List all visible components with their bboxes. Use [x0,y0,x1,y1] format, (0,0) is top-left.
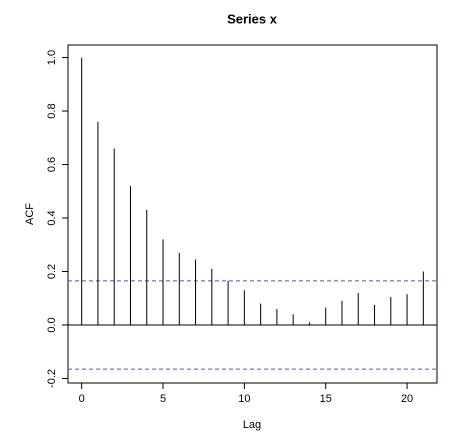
x-tick-label: 10 [238,393,250,405]
x-axis-label: Lag [243,419,261,431]
x-tick-label: 15 [320,393,332,405]
x-tick-label: 0 [79,393,85,405]
y-tick-label: 0.0 [46,317,58,332]
y-tick-label: 1.0 [46,50,58,65]
y-tick-label: 0.8 [46,103,58,118]
y-tick-label: 0.4 [46,210,58,225]
x-tick-label: 5 [160,393,166,405]
y-tick-label: -0.2 [46,369,58,388]
y-axis-label: ACF [24,203,36,225]
y-tick-label: 0.6 [46,157,58,172]
chart-title: Series x [227,11,278,26]
y-tick-label: 0.2 [46,264,58,279]
x-tick-label: 20 [401,393,413,405]
plot-frame [67,44,438,384]
